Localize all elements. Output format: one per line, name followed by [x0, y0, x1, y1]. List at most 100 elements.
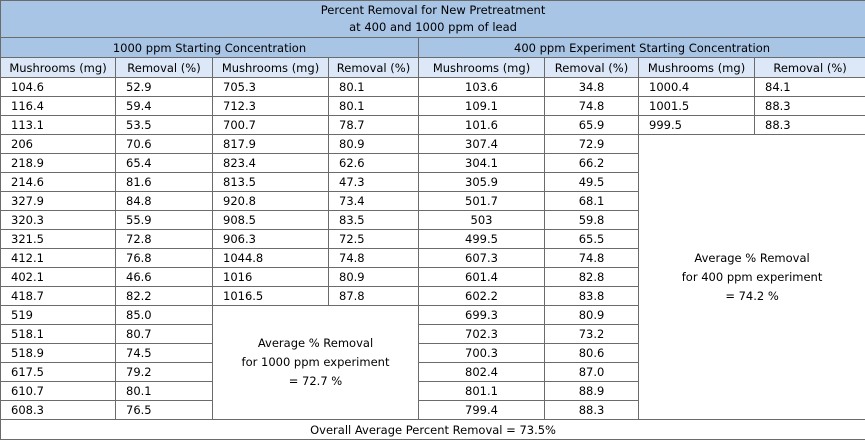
mushrooms-cell: 519	[0, 305, 116, 325]
column-header-removal: Removal (%)	[328, 57, 419, 78]
average-1000ppm-note-line: for 1000 ppm experiment	[241, 355, 390, 369]
table-row: 206 70.6 817.9 80.9 307.4 72.9 Average % Remov…	[0, 134, 865, 420]
mushrooms-cell: 601.4	[418, 267, 545, 287]
mushrooms-cell: 305.9	[418, 172, 545, 192]
removal-cell: 73.2	[544, 324, 639, 344]
mushrooms-cell: 700.7	[212, 115, 329, 135]
mushrooms-cell: 705.3	[212, 77, 329, 97]
mushrooms-cell: 702.3	[418, 324, 545, 344]
removal-cell: 80.9	[328, 267, 419, 287]
mushrooms-cell: 602.2	[418, 286, 545, 306]
removal-cell: 88.3	[544, 400, 639, 420]
average-400ppm-note-line: Average % Removal	[694, 250, 810, 265]
removal-cell: 83.8	[544, 286, 639, 306]
mushrooms-cell: 1000.4	[638, 77, 755, 97]
average-1000ppm-note-line: Average % Removal	[257, 336, 374, 350]
removal-cell: 72.5	[328, 229, 419, 249]
removal-cell: 88.3	[753, 96, 865, 116]
overall-average: Overall Average Percent Removal = 73.5%	[0, 419, 865, 440]
removal-cell: 80.1	[115, 381, 213, 401]
removal-cell: 80.1	[328, 77, 419, 97]
removal-cell: 82.2	[115, 286, 213, 306]
column-header-mushrooms: Mushrooms (mg)	[418, 57, 545, 78]
mushrooms-cell: 104.6	[0, 77, 116, 97]
removal-cell: 88.9	[544, 381, 639, 401]
removal-cell: 65.4	[115, 153, 213, 173]
mushrooms-cell: 813.5	[212, 172, 329, 192]
mushrooms-cell: 518.9	[0, 343, 116, 363]
removal-cell: 68.1	[544, 191, 639, 211]
mushrooms-cell: 499.5	[418, 229, 545, 249]
mushrooms-cell: 700.3	[418, 343, 545, 363]
mushrooms-cell: 418.7	[0, 286, 116, 306]
removal-cell: 79.2	[115, 362, 213, 382]
table-row: 218.9 65.4 823.4 62.6 304.1 66.2	[0, 153, 865, 173]
removal-cell: 74.8	[544, 248, 639, 268]
mushrooms-cell: 101.6	[418, 115, 545, 135]
mushrooms-cell: 608.3	[0, 400, 116, 420]
removal-cell: 47.3	[328, 172, 419, 192]
table-row: 418.7 82.2 1016.5 87.8 602.2 83.8	[0, 286, 865, 306]
removal-cell: 78.7	[328, 115, 419, 135]
removal-cell: 80.6	[544, 343, 639, 363]
mushrooms-cell: 802.4	[418, 362, 545, 382]
removal-cell: 34.8	[544, 77, 639, 97]
column-header-mushrooms: Mushrooms (mg)	[638, 57, 755, 78]
removal-cell: 88.3	[753, 115, 865, 135]
removal-cell: 80.1	[328, 96, 419, 116]
removal-cell: 72.8	[115, 229, 213, 249]
removal-cell: 84.8	[115, 191, 213, 211]
removal-cell: 80.7	[115, 324, 213, 344]
mushrooms-cell: 320.3	[0, 210, 116, 230]
table-row: 104.6 52.9 705.3 80.1 103.6 34.8 1000.4 84.1	[0, 77, 865, 97]
removal-cell: 80.9	[328, 134, 419, 154]
column-header-removal: Removal (%)	[753, 57, 865, 78]
table-title-line1: Percent Removal for New Pretreatment	[320, 3, 546, 17]
removal-cell: 74.8	[544, 96, 639, 116]
average-1000ppm-note-line: = 72.7 %	[288, 374, 343, 388]
group-header-1000ppm: 1000 ppm Starting Concentration	[0, 37, 419, 58]
mushrooms-cell: 1016.5	[212, 286, 329, 306]
mushrooms-cell: 1001.5	[638, 96, 755, 116]
mushrooms-cell: 920.8	[212, 191, 329, 211]
column-header-removal: Removal (%)	[115, 57, 213, 78]
mushrooms-cell: 699.3	[418, 305, 545, 325]
removal-cell: 70.6	[115, 134, 213, 154]
average-400ppm-note-line: for 400 ppm experiment	[681, 269, 823, 284]
removal-cell: 76.8	[115, 248, 213, 268]
table-body: 104.6 52.9 705.3 80.1 103.6 34.8 1000.4 84.1 116…	[0, 77, 865, 420]
removal-cell: 55.9	[115, 210, 213, 230]
removal-cell: 52.9	[115, 77, 213, 97]
table-row: 113.1 53.5 700.7 78.7 101.6 65.9 999.5 88.3	[0, 115, 865, 135]
removal-cell: 49.5	[544, 172, 639, 192]
column-header-removal: Removal (%)	[544, 57, 639, 78]
average-1000ppm-note: Average % Removal for 1000 ppm experiment…	[212, 305, 419, 420]
removal-cell: 76.5	[115, 400, 213, 420]
group-header-400ppm: 400 ppm Experiment Starting Concentratio…	[417, 37, 865, 58]
removal-cell: 84.1	[753, 77, 865, 97]
mushrooms-cell: 206	[0, 134, 116, 154]
mushrooms-cell: 823.4	[212, 153, 329, 173]
table-row: 116.4 59.4 712.3 80.1 109.1 74.8 1001.5 88.3	[0, 96, 865, 116]
mushrooms-cell: 327.9	[0, 191, 116, 211]
mushrooms-cell: 214.6	[0, 172, 116, 192]
removal-cell: 53.5	[115, 115, 213, 135]
mushrooms-cell: 103.6	[418, 77, 545, 97]
removal-cell: 87.8	[328, 286, 419, 306]
table-row: 519 85.0 Average % Removal for 1000 ppm exp…	[0, 305, 865, 420]
mushrooms-cell: 999.5	[638, 115, 755, 135]
mushrooms-cell: 402.1	[0, 267, 116, 287]
mushrooms-cell: 817.9	[212, 134, 329, 154]
removal-cell: 82.8	[544, 267, 639, 287]
mushrooms-cell: 113.1	[0, 115, 116, 135]
mushrooms-cell: 503	[418, 210, 545, 230]
removal-cell: 81.6	[115, 172, 213, 192]
removal-cell: 59.4	[115, 96, 213, 116]
mushrooms-cell: 610.7	[0, 381, 116, 401]
column-header-mushrooms: Mushrooms (mg)	[212, 57, 329, 78]
removal-cell: 66.2	[544, 153, 639, 173]
mushrooms-cell: 617.5	[0, 362, 116, 382]
mushrooms-cell: 801.1	[418, 381, 545, 401]
mushrooms-cell: 607.3	[418, 248, 545, 268]
